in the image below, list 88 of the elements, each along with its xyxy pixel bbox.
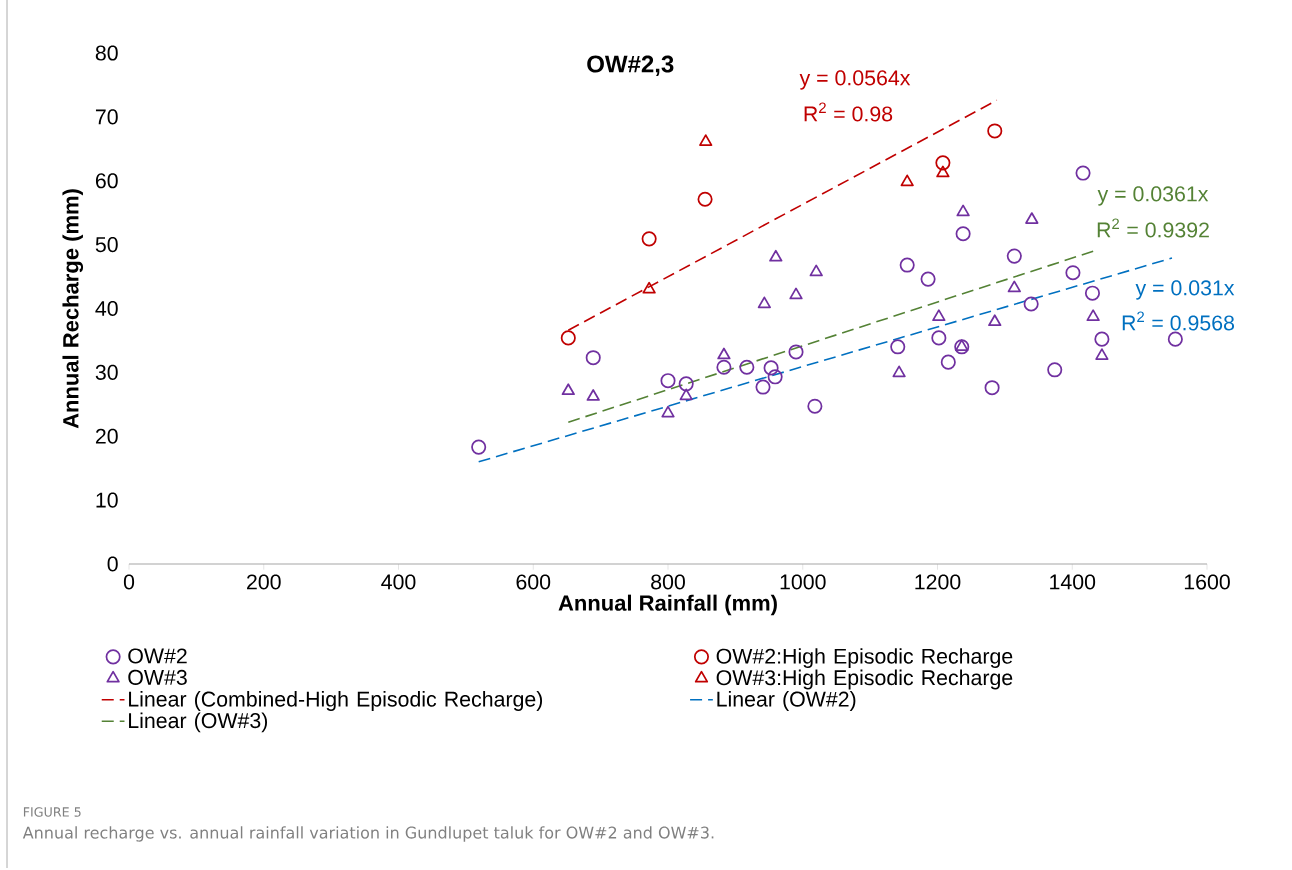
point: [1075, 165, 1091, 181]
point: [1007, 280, 1021, 293]
x-tick-label: 800: [651, 574, 685, 590]
x-tick-label: 0: [123, 574, 135, 590]
annotation: y = 0.0361x: [1097, 186, 1209, 206]
point: [641, 231, 657, 247]
annotation: R$^{2}$ = 0.9568: [1122, 311, 1235, 331]
point: [717, 347, 731, 360]
point: [699, 134, 713, 146]
point: [678, 376, 694, 392]
point: [956, 204, 970, 217]
y-tick-label: 10: [96, 492, 118, 508]
x-tick-label: 1200: [915, 574, 961, 590]
point: [940, 354, 956, 370]
point: [932, 309, 946, 321]
point: [739, 359, 755, 375]
point: [757, 296, 771, 309]
point: [1094, 331, 1110, 347]
point: [890, 339, 906, 355]
point: [560, 330, 576, 346]
point: [586, 389, 600, 401]
x-tick-label: 1400: [1050, 574, 1096, 590]
y-tick-label: 70: [95, 109, 118, 125]
y-tick-label: 0: [107, 556, 118, 572]
annotation: R$^{2}$ = 0.9392: [1097, 218, 1209, 238]
annotation: y = 0.031x: [1135, 280, 1235, 300]
point: [679, 388, 693, 401]
point: [988, 314, 1002, 327]
point: [1086, 309, 1100, 321]
annotation: y = 0.0564x: [799, 70, 911, 90]
point: [789, 287, 803, 300]
point: [1095, 348, 1109, 360]
point: [920, 271, 936, 287]
x-tick-label: 1000: [780, 574, 826, 590]
point: [900, 174, 914, 187]
point: [1065, 265, 1081, 281]
point: [1084, 285, 1101, 301]
x-tick-label: 400: [381, 574, 416, 590]
point: [955, 226, 971, 242]
legend-label: Linear (OW#3): [129, 712, 268, 733]
point: [899, 257, 915, 273]
point: [987, 123, 1003, 139]
point: [807, 398, 823, 414]
point: [716, 359, 732, 375]
legend-label: OW#2: [128, 648, 187, 664]
point: [697, 191, 713, 207]
point: [809, 264, 823, 277]
point: [1006, 248, 1022, 264]
y-axis-title: Annual Recharge (mm): [62, 189, 84, 429]
point: [788, 344, 804, 360]
legend-label: OW#3:High Episodic Recharge: [716, 669, 1013, 690]
legend-label: Linear (OW#2): [717, 691, 856, 711]
point: [642, 281, 656, 294]
y-tick-label: 40: [95, 300, 118, 317]
point: [931, 330, 947, 346]
legend-label: OW#2:High Episodic Recharge: [716, 648, 1013, 669]
point: [1047, 362, 1063, 378]
y-tick-label: 30: [95, 364, 118, 380]
legend-label: Linear (Combined-High Episodic Recharge): [129, 691, 543, 711]
point: [661, 405, 675, 418]
point: [892, 365, 906, 378]
point: [936, 165, 950, 178]
point: [561, 383, 575, 396]
x-tick-label: 1600: [1184, 574, 1230, 590]
point: [984, 380, 1000, 396]
caption: FIGURE 5: [23, 807, 81, 817]
point: [471, 439, 487, 455]
point: [1025, 212, 1039, 224]
annotation: R$^{2}$ = 0.98: [804, 102, 893, 122]
legend-label: OW#3: [128, 669, 187, 685]
point: [935, 155, 951, 171]
x-tick-label: 600: [516, 574, 551, 590]
y-tick-label: 20: [95, 428, 118, 444]
point: [585, 350, 601, 366]
point: [1023, 296, 1039, 312]
point: [769, 249, 783, 262]
y-tick-label: 80: [95, 45, 118, 61]
y-tick-label: 60: [95, 173, 118, 189]
point: [767, 369, 783, 385]
y-tick-label: 50: [95, 237, 118, 253]
chart-title: OW#2,3: [587, 55, 674, 77]
text: Annual recharge vs. annual rainfall variation in Gundlupet taluk for OW#2 and OW#3.: [22, 826, 714, 842]
x-tick-label: 200: [247, 574, 281, 590]
point: [763, 360, 779, 376]
point: [660, 373, 676, 389]
x-axis-title: Annual Rainfall (mm): [558, 594, 777, 616]
point: [1167, 331, 1183, 347]
point: [755, 379, 771, 395]
